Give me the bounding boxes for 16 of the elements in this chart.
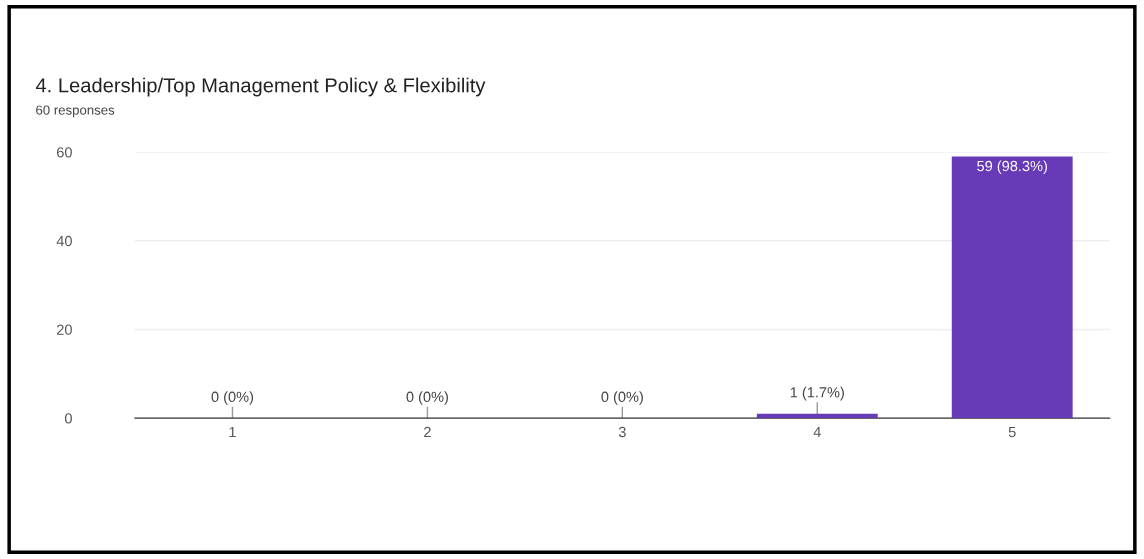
x-tick-label: 3 bbox=[618, 426, 626, 438]
x-tick-label: 1 bbox=[229, 427, 236, 438]
y-tick-label: 60 bbox=[57, 147, 72, 158]
data-label: 59 (98.3%) bbox=[977, 160, 1047, 175]
x-tick-label: 5 bbox=[1008, 427, 1016, 438]
data-label: 1 (1.7%) bbox=[790, 386, 844, 401]
chart-title: 4. Leadership/Top Management Policy & Flexibility bbox=[35, 77, 486, 97]
y-tick-label: 20 bbox=[57, 324, 72, 335]
data-label: 0 (0%) bbox=[601, 391, 643, 405]
data-label: 0 (0%) bbox=[406, 391, 448, 405]
y-tick-label: 0 bbox=[64, 413, 72, 424]
x-tick-label: 4 bbox=[813, 427, 821, 438]
y-tick-label: 40 bbox=[56, 235, 72, 247]
x-tick-label: 2 bbox=[424, 426, 431, 438]
chart-subtitle: 60 responses bbox=[36, 105, 115, 118]
data-label: 0 (0%) bbox=[211, 391, 254, 405]
